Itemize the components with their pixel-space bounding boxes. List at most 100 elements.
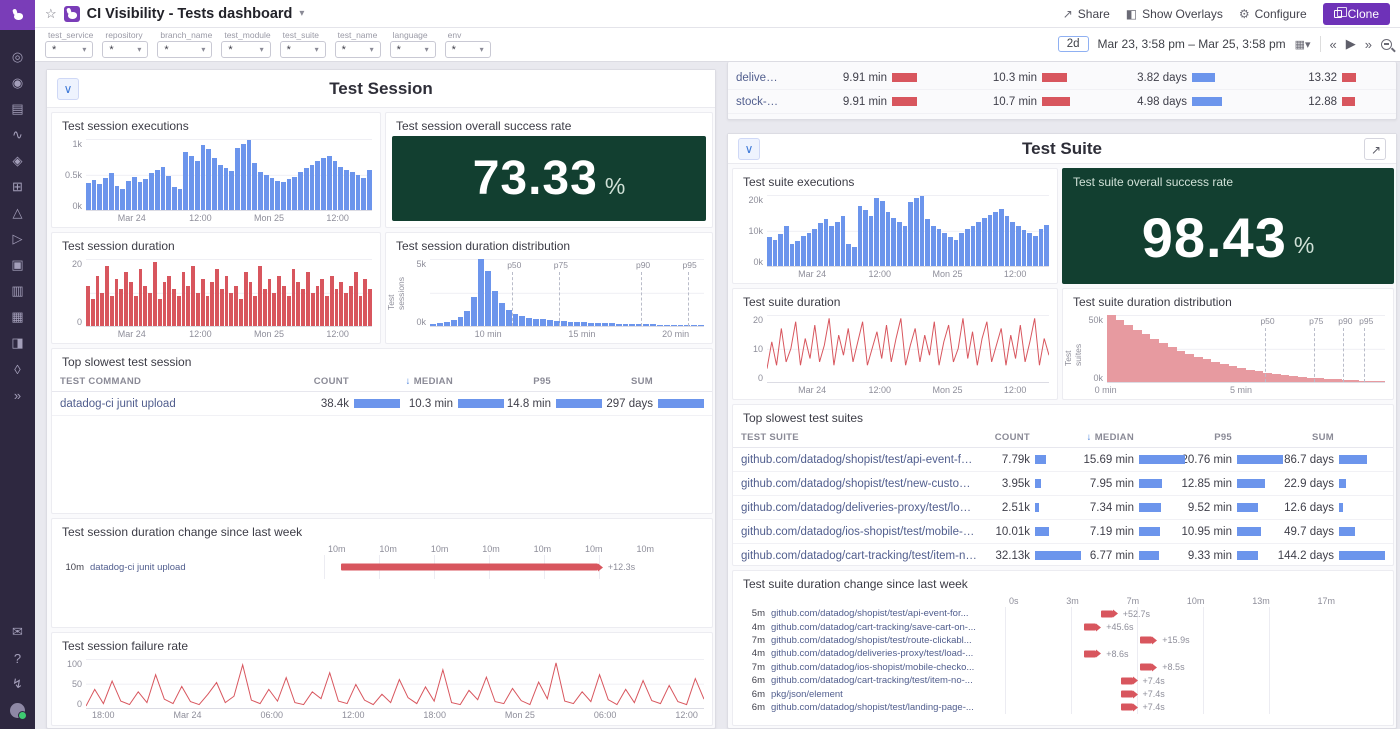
change-row[interactable]: 5mgithub.com/datadog/shopist/test/api-ev… (733, 607, 1393, 620)
column-header-test-suite[interactable]: TEST SUITE (741, 432, 985, 443)
row-name[interactable]: stock-search-junit.xml (736, 96, 788, 108)
change-row[interactable]: 4mgithub.com/datadog/cart-tracking/save-… (733, 620, 1393, 633)
infrastructure-icon[interactable]: ▤ (0, 96, 35, 122)
filter-value-box[interactable]: *▾ (102, 41, 148, 58)
time-range-label[interactable]: Mar 23, 3:58 pm – Mar 25, 3:58 pm (1098, 37, 1286, 51)
change-row[interactable]: 4mgithub.com/datadog/deliveries-proxy/te… (733, 647, 1393, 660)
title-menu-chevron-icon[interactable]: ▾ (299, 8, 304, 19)
user-avatar[interactable] (0, 697, 35, 723)
row-name[interactable]: datadog-ci junit upload (60, 398, 304, 410)
help-icon[interactable]: ? (0, 645, 35, 671)
dashboards-icon[interactable]: ◨ (0, 330, 35, 356)
column-header-count[interactable]: COUNT (304, 376, 400, 387)
collapse-session-button[interactable]: ∨ (57, 78, 79, 100)
change-row-name[interactable]: datadog-ci junit upload (90, 562, 186, 573)
filter-value-box[interactable]: *▾ (221, 41, 270, 58)
row-name[interactable]: github.com/datadog/ios-shopist/test/mobi… (741, 526, 985, 538)
change-row[interactable]: 6mgithub.com/datadog/shopist/test/landin… (733, 701, 1393, 714)
collapse-suite-button[interactable]: ∨ (738, 138, 760, 160)
search-icon[interactable]: ◎ (0, 44, 35, 70)
suite-executions-chart[interactable] (767, 195, 1049, 267)
export-icon[interactable]: ↗ (1364, 138, 1386, 160)
table-row[interactable]: github.com/datadog/shopist/test/api-even… (733, 448, 1393, 472)
filter-value-box[interactable]: *▾ (335, 41, 381, 58)
change-row-name[interactable]: pkg/json/element (771, 689, 843, 700)
security-icon[interactable]: ▣ (0, 252, 35, 278)
table-row[interactable]: github.com/datadog/deliveries-proxy/test… (733, 496, 1393, 520)
filter-test_name[interactable]: test_name*▾ (335, 30, 381, 58)
filter-value-box[interactable]: *▾ (280, 41, 326, 58)
change-row-name[interactable]: github.com/datadog/shopist/test/landing-… (771, 702, 974, 713)
suite-success-rate-value[interactable]: 98.43 % (1063, 192, 1393, 283)
configure-button[interactable]: ⚙Configure (1239, 7, 1307, 21)
filter-language[interactable]: language*▾ (390, 30, 436, 58)
session-executions-chart[interactable] (86, 139, 372, 211)
favorite-star-icon[interactable]: ☆ (45, 6, 57, 22)
whats-new-icon[interactable]: ↯ (0, 671, 35, 697)
time-preset-input[interactable]: 2d (1058, 36, 1089, 52)
change-row[interactable]: 6mgithub.com/datadog/cart-tracking/test/… (733, 674, 1393, 687)
column-header-test-command[interactable]: TEST COMMAND (60, 376, 304, 387)
row-name[interactable]: github.com/datadog/cart-tracking/test/it… (741, 550, 985, 562)
filter-test_module[interactable]: test_module*▾ (221, 30, 270, 58)
row-name[interactable]: github.com/datadog/deliveries-proxy/test… (741, 502, 985, 514)
row-name[interactable]: github.com/datadog/shopist/test/new-cust… (741, 478, 985, 490)
table-row[interactable]: github.com/datadog/shopist/test/new-cust… (733, 472, 1393, 496)
session-failure-rate-chart[interactable] (86, 659, 704, 709)
change-row[interactable]: 7mgithub.com/datadog/shopist/test/route-… (733, 634, 1393, 647)
filter-test_service[interactable]: test_service*▾ (45, 30, 93, 58)
apm-traces-icon[interactable]: ◈ (0, 148, 35, 174)
column-header-median[interactable]: ↓MEDIAN (1081, 432, 1185, 443)
change-row-name[interactable]: github.com/datadog/cart-tracking/test/it… (771, 675, 973, 686)
session-duration-chart[interactable] (86, 259, 372, 327)
table-row[interactable]: deliveries-proxy-junit.xml9.91 min10.3 m… (728, 66, 1396, 90)
show-overlays-button[interactable]: ◧Show Overlays (1126, 7, 1223, 21)
change-row-name[interactable]: github.com/datadog/shopist/test/api-even… (771, 608, 969, 619)
suite-duration-chart[interactable] (767, 315, 1049, 383)
datadog-logo[interactable] (0, 0, 35, 30)
filter-branch_name[interactable]: branch_name*▾ (157, 30, 212, 58)
session-duration-distribution-chart[interactable]: p50p75p90p95 (430, 259, 704, 327)
chart-type-icon[interactable]: ▦▾ (1295, 38, 1311, 51)
metrics-icon[interactable]: ∿ (0, 122, 35, 148)
session-success-rate-value[interactable]: 73.33 % (392, 136, 706, 221)
change-row-name[interactable]: github.com/datadog/ios-shopist/mobile-ch… (771, 662, 974, 673)
change-row-name[interactable]: github.com/datadog/deliveries-proxy/test… (771, 648, 973, 659)
row-name[interactable]: deliveries-proxy-junit.xml (736, 72, 788, 84)
table-row[interactable]: github.com/datadog/ios-shopist/test/mobi… (733, 520, 1393, 544)
rum-icon[interactable]: ▷ (0, 226, 35, 252)
column-header-sum[interactable]: SUM (602, 376, 704, 387)
column-header-count[interactable]: COUNT (985, 432, 1081, 443)
filter-test_suite[interactable]: test_suite*▾ (280, 30, 326, 58)
network-icon[interactable]: ⊞ (0, 174, 35, 200)
column-header-median[interactable]: ↓MEDIAN (400, 376, 504, 387)
column-header-p95[interactable]: P95 (504, 376, 602, 387)
filter-value-box[interactable]: *▾ (445, 41, 491, 58)
time-backward-icon[interactable]: « (1330, 37, 1337, 52)
notebooks-icon[interactable]: ▦ (0, 304, 35, 330)
column-header-p95[interactable]: P95 (1185, 432, 1283, 443)
table-row[interactable]: github.com/datadog/cart-tracking/test/it… (733, 544, 1393, 565)
time-forward-icon[interactable]: » (1365, 37, 1372, 52)
filter-env[interactable]: env*▾ (445, 30, 491, 58)
change-row-name[interactable]: github.com/datadog/shopist/test/route-cl… (771, 635, 972, 646)
filter-value-box[interactable]: *▾ (157, 41, 212, 58)
logs-icon[interactable]: ▥ (0, 278, 35, 304)
zoom-out-icon[interactable] (1381, 39, 1392, 50)
clone-button[interactable]: Clone (1323, 3, 1390, 25)
synthetics-icon[interactable]: △ (0, 200, 35, 226)
filter-value-box[interactable]: *▾ (45, 41, 93, 58)
time-play-icon[interactable]: ▶ (1346, 36, 1356, 52)
monitors-icon[interactable]: ◊ (0, 356, 35, 382)
column-header-sum[interactable]: SUM (1283, 432, 1385, 443)
table-row[interactable]: stock-search-junit.xml9.91 min10.7 min4.… (728, 90, 1396, 114)
change-row[interactable]: 6mpkg/json/element+7.4s (733, 687, 1393, 700)
change-row[interactable]: 7mgithub.com/datadog/ios-shopist/mobile-… (733, 661, 1393, 674)
change-row[interactable]: 10mdatadog-ci junit upload+12.3s (52, 555, 712, 579)
row-name[interactable]: github.com/datadog/shopist/test/api-even… (741, 454, 985, 466)
filter-value-box[interactable]: *▾ (390, 41, 436, 58)
table-row[interactable]: datadog-ci junit upload38.4k10.3 min14.8… (52, 392, 712, 416)
share-button[interactable]: ↗Share (1063, 7, 1110, 21)
filter-repository[interactable]: repository*▾ (102, 30, 148, 58)
watchdog-icon[interactable]: ◉ (0, 70, 35, 96)
